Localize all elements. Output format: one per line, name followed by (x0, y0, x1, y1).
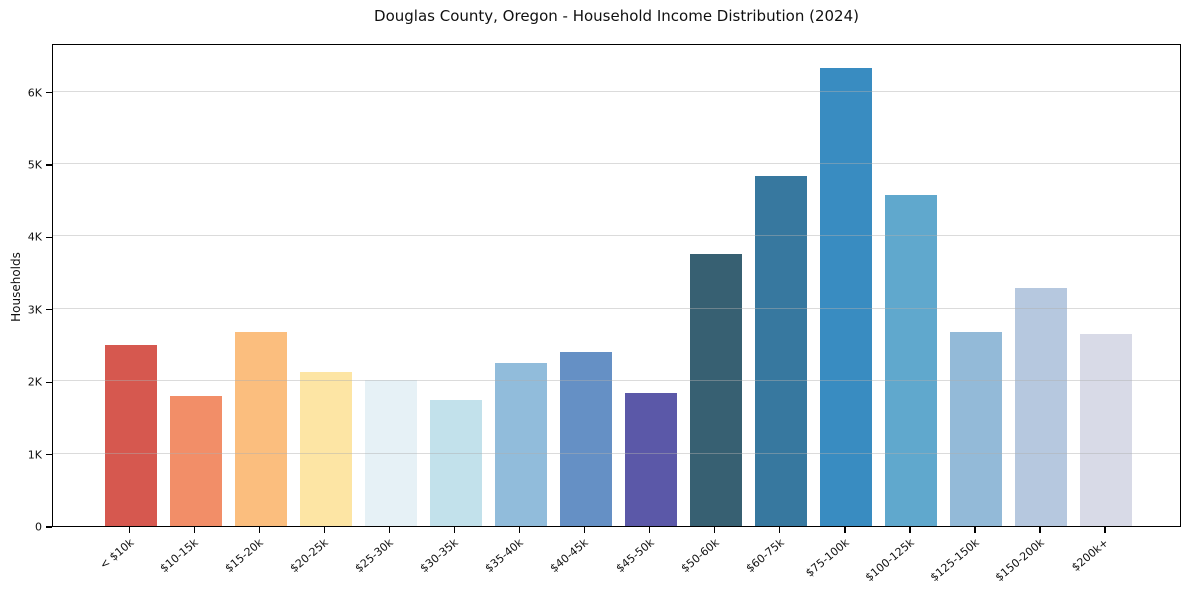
bar-$150-200k (1014, 287, 1067, 526)
chart-title: Douglas County, Oregon - Household Incom… (374, 7, 859, 25)
x-tick-mark (389, 527, 391, 533)
gridline-6000 (53, 90, 1180, 92)
gridline-2000 (53, 380, 1180, 382)
bar-< $10k (104, 344, 157, 526)
x-tick-mark (649, 527, 651, 533)
x-tick-label-$150-200k: $150-200k (992, 536, 1047, 585)
x-tick-mark (129, 527, 131, 533)
bar-$60-75k (754, 176, 807, 526)
x-tick-label-$20-25k: $20-25k (288, 536, 332, 576)
x-tick-mark (454, 527, 456, 533)
y-tick-mark (46, 381, 52, 383)
x-tick-label-< $10k: < $10k (96, 536, 137, 572)
x-tick-label-$40-45k: $40-45k (548, 536, 592, 576)
bar-$200k+ (1080, 334, 1132, 526)
gridline-3000 (53, 307, 1180, 309)
y-tick-label: 3K (27, 303, 42, 317)
y-tick-label: 5K (27, 158, 42, 172)
bar-$15-20k (234, 331, 287, 526)
x-tick-mark (714, 527, 716, 533)
y-tick-label: 6K (27, 86, 42, 100)
x-tick-mark (974, 527, 976, 533)
x-tick-mark (519, 527, 521, 533)
bar-$10-15k (169, 396, 222, 526)
x-tick-label-$100-125k: $100-125k (862, 536, 917, 585)
y-tick-mark (46, 91, 52, 94)
x-tick-label-$25-30k: $25-30k (353, 536, 397, 576)
x-tick-mark (779, 527, 781, 533)
y-tick-mark (46, 309, 52, 311)
x-tick-label-$15-20k: $15-20k (222, 536, 267, 576)
bar-$100-125k (884, 195, 937, 526)
bar-$75-100k (819, 67, 872, 526)
bar-$25-30k (364, 379, 417, 526)
bar-$45-50k (624, 393, 677, 526)
y-tick-mark (46, 453, 52, 456)
x-tick-mark (844, 527, 846, 533)
x-tick-mark (259, 527, 261, 533)
y-tick-label: 1K (27, 448, 42, 462)
y-tick-mark (46, 164, 52, 166)
x-tick-mark (194, 527, 196, 533)
x-tick-label-$200k+: $200k+ (1069, 536, 1112, 574)
bar-$50-60k (689, 254, 742, 526)
x-tick-mark (1104, 527, 1106, 533)
bar-$30-35k (429, 400, 482, 526)
gridline-1000 (53, 452, 1180, 454)
x-tick-label-$10-15k: $10-15k (157, 536, 202, 576)
bar-$125-150k (949, 331, 1002, 526)
bar-$20-25k (299, 372, 352, 526)
bar-$35-40k (494, 363, 547, 526)
x-tick-mark (324, 527, 326, 533)
y-tick-label: 4K (27, 230, 42, 244)
x-tick-label-$75-100k: $75-100k (802, 536, 852, 580)
x-tick-label-$125-150k: $125-150k (927, 536, 982, 585)
y-tick-mark (46, 236, 52, 238)
x-tick-label-$50-60k: $50-60k (678, 536, 722, 576)
plot-area (52, 44, 1181, 527)
x-tick-label-$30-35k: $30-35k (418, 536, 462, 576)
y-tick-label: 2K (27, 375, 42, 389)
y-tick-label: 0 (35, 520, 42, 534)
x-tick-mark (909, 527, 911, 533)
x-tick-label-$60-75k: $60-75k (743, 536, 787, 576)
x-tick-mark (584, 527, 586, 533)
y-tick-mark (46, 526, 52, 528)
x-tick-label-$45-50k: $45-50k (613, 536, 657, 576)
gridline-4000 (53, 235, 1180, 237)
gridline-5000 (53, 162, 1180, 164)
x-tick-mark (1039, 527, 1041, 533)
x-tick-label-$35-40k: $35-40k (483, 536, 527, 576)
bar-$40-45k (559, 352, 612, 526)
